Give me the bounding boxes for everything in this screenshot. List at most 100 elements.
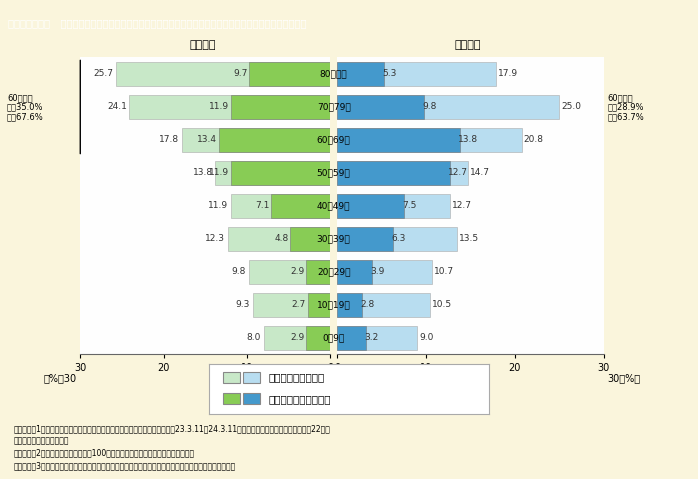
Text: 70～79歳: 70～79歳 <box>317 103 350 112</box>
Bar <box>223 372 240 383</box>
Text: 24.1: 24.1 <box>107 103 127 112</box>
Bar <box>337 293 431 317</box>
Text: 20～29歳: 20～29歳 <box>317 267 350 276</box>
Bar <box>271 194 330 218</box>
Text: 10.5: 10.5 <box>432 300 452 309</box>
Bar <box>337 293 362 317</box>
Bar <box>231 95 330 119</box>
Bar <box>337 227 457 251</box>
Bar <box>218 128 330 152</box>
Text: 9.0: 9.0 <box>419 333 433 342</box>
Text: 〈男性〉: 〈男性〉 <box>454 40 481 50</box>
Text: 40～49歳: 40～49歳 <box>317 202 350 210</box>
Text: 2.9: 2.9 <box>290 333 304 342</box>
Text: 20.8: 20.8 <box>524 136 544 145</box>
Text: 25.0: 25.0 <box>561 103 581 112</box>
Text: 9.8: 9.8 <box>232 267 246 276</box>
Text: 0～9歳: 0～9歳 <box>322 333 345 342</box>
Text: 3.2: 3.2 <box>364 333 378 342</box>
Bar <box>337 227 393 251</box>
Text: 60歳以上: 60歳以上 <box>7 93 33 102</box>
Bar <box>253 293 330 317</box>
Text: 8.0: 8.0 <box>246 333 261 342</box>
Bar <box>337 62 384 86</box>
Text: 30～39歳: 30～39歳 <box>317 234 350 243</box>
Bar <box>129 95 330 119</box>
Bar <box>306 326 330 350</box>
Text: 11.9: 11.9 <box>209 103 230 112</box>
Bar <box>223 393 240 404</box>
Text: 9.8: 9.8 <box>422 103 437 112</box>
Text: 死者67.6%: 死者67.6% <box>7 112 44 121</box>
Text: 30（%）: 30（%） <box>607 374 640 384</box>
Text: 13.4: 13.4 <box>197 136 217 145</box>
Bar <box>337 128 522 152</box>
Text: 10.7: 10.7 <box>434 267 454 276</box>
Text: 3.9: 3.9 <box>370 267 385 276</box>
Text: 13.8: 13.8 <box>458 136 478 145</box>
Text: 12.3: 12.3 <box>205 234 225 243</box>
Bar <box>228 227 330 251</box>
Text: 50～59歳: 50～59歳 <box>317 169 350 178</box>
Bar <box>306 260 330 284</box>
Text: 9.3: 9.3 <box>236 300 250 309</box>
Text: 12.7: 12.7 <box>452 202 472 210</box>
Text: 17.8: 17.8 <box>159 136 179 145</box>
Bar <box>231 194 330 218</box>
Bar <box>337 95 559 119</box>
Bar <box>116 62 330 86</box>
Text: （備考）　1．警察庁「東北地方太平洋沖地震による死者の死因等について〔23.3.11～24.3.11〕」及び総務省「国勢調査」（平成22年）: （備考） 1．警察庁「東北地方太平洋沖地震による死者の死因等について〔23.3.… <box>14 424 331 433</box>
Bar <box>337 260 432 284</box>
Bar <box>290 227 330 251</box>
Bar <box>337 161 468 185</box>
Bar <box>243 393 260 404</box>
Bar <box>243 372 260 383</box>
Text: 11.9: 11.9 <box>209 202 228 210</box>
Text: 60歳以上: 60歳以上 <box>607 93 633 102</box>
Text: 人口28.9%: 人口28.9% <box>607 103 644 112</box>
Text: 17.9: 17.9 <box>498 69 518 79</box>
Text: 〈女性〉: 〈女性〉 <box>189 40 216 50</box>
Bar <box>248 260 330 284</box>
Text: 12.7: 12.7 <box>448 169 468 178</box>
Text: 25.7: 25.7 <box>94 69 114 79</box>
Text: 死者63.7%: 死者63.7% <box>607 112 644 121</box>
Bar <box>337 161 450 185</box>
Text: 13.5: 13.5 <box>459 234 479 243</box>
Text: 80歳以上: 80歳以上 <box>320 69 348 79</box>
Text: 7.5: 7.5 <box>402 202 417 210</box>
Bar <box>337 95 424 119</box>
Bar <box>308 293 330 317</box>
Bar <box>182 128 330 152</box>
Bar <box>337 194 450 218</box>
Text: 3．被災３県の人口構成は、年齢不詳を除く。東日本大震災死者構成は、性・年齢不詳を除く。: 3．被災３県の人口構成は、年齢不詳を除く。東日本大震災死者構成は、性・年齢不詳を… <box>14 461 236 470</box>
Text: 10～19歳: 10～19歳 <box>317 300 350 309</box>
Bar <box>215 161 330 185</box>
Bar <box>337 326 366 350</box>
Text: 2.9: 2.9 <box>290 267 304 276</box>
Text: 2.8: 2.8 <box>360 300 375 309</box>
Bar <box>231 161 330 185</box>
Text: 60～69歳: 60～69歳 <box>317 136 350 145</box>
Text: 14.7: 14.7 <box>470 169 489 178</box>
Text: 13.8: 13.8 <box>193 169 213 178</box>
Text: 人口35.0%: 人口35.0% <box>7 103 43 112</box>
Bar <box>264 326 330 350</box>
Text: 6.3: 6.3 <box>392 234 406 243</box>
Text: 2.7: 2.7 <box>292 300 306 309</box>
Bar <box>337 128 460 152</box>
Bar <box>337 260 372 284</box>
Text: 7.1: 7.1 <box>255 202 269 210</box>
Bar <box>337 194 403 218</box>
Text: 2．数値は男女それぞれを100としたときの各年齢階層の構成比（％）。: 2．数値は男女それぞれを100としたときの各年齢階層の構成比（％）。 <box>14 449 195 458</box>
Bar <box>249 62 330 86</box>
Text: 11.9: 11.9 <box>209 169 230 178</box>
Bar <box>337 62 496 86</box>
Text: 4.8: 4.8 <box>274 234 288 243</box>
Text: 5.3: 5.3 <box>383 69 397 79</box>
Text: （%）30: （%）30 <box>44 374 77 384</box>
Text: 第１－特－３図   東日本大震災における男女別死者数と地域人口の年齢構成比較（岩手県・宮城県・福島県）: 第１－特－３図 東日本大震災における男女別死者数と地域人口の年齢構成比較（岩手県… <box>8 18 307 28</box>
Text: 東日本大震災死者構成: 東日本大震災死者構成 <box>268 394 331 404</box>
Text: 9.7: 9.7 <box>233 69 248 79</box>
Bar <box>337 326 417 350</box>
